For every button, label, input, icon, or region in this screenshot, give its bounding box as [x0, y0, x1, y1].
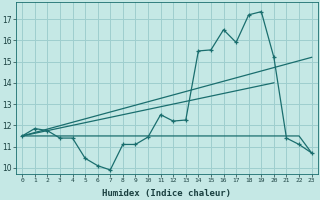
X-axis label: Humidex (Indice chaleur): Humidex (Indice chaleur)	[102, 189, 231, 198]
